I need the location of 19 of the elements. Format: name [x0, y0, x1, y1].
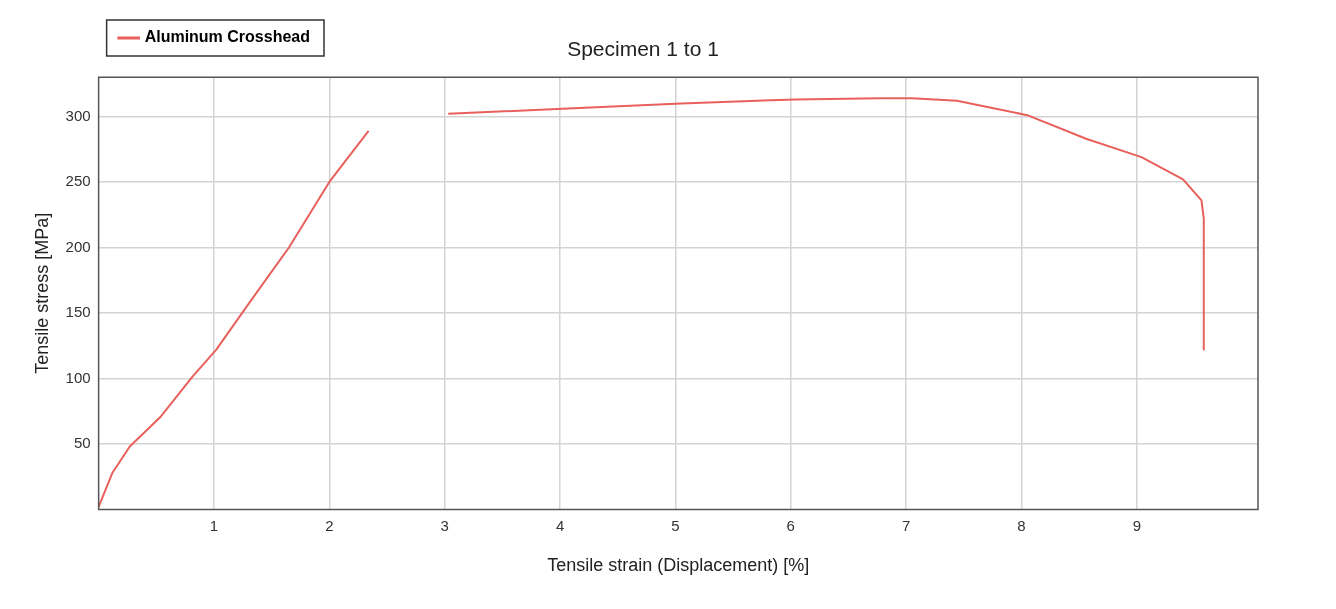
x-tick-label: 8 [1017, 516, 1026, 534]
x-tick-label: 3 [440, 516, 449, 534]
y-tick-label: 100 [65, 368, 91, 386]
x-tick-label: 9 [1132, 516, 1142, 534]
y-tick-label: 150 [65, 303, 91, 321]
x-tick-label: 2 [325, 516, 334, 534]
y-tick-label: 250 [65, 172, 91, 190]
x-tick-label: 4 [555, 516, 565, 534]
y-tick-label: 50 [73, 434, 91, 452]
y-tick-label: 200 [65, 237, 91, 255]
x-tick-label: 5 [671, 516, 680, 534]
chart-title: Specimen 1 to 1 [567, 37, 719, 61]
x-tick-label: 1 [209, 516, 219, 534]
y-tick-label: 300 [65, 106, 91, 124]
legend-label: Aluminum Crosshead [144, 28, 310, 46]
x-axis-title: Tensile strain (Displacement) [%] [547, 555, 810, 576]
x-tick-label: 6 [786, 516, 795, 534]
x-tick-label: 7 [901, 516, 911, 534]
y-axis-title: Tensile stress [MPa] [31, 212, 52, 374]
